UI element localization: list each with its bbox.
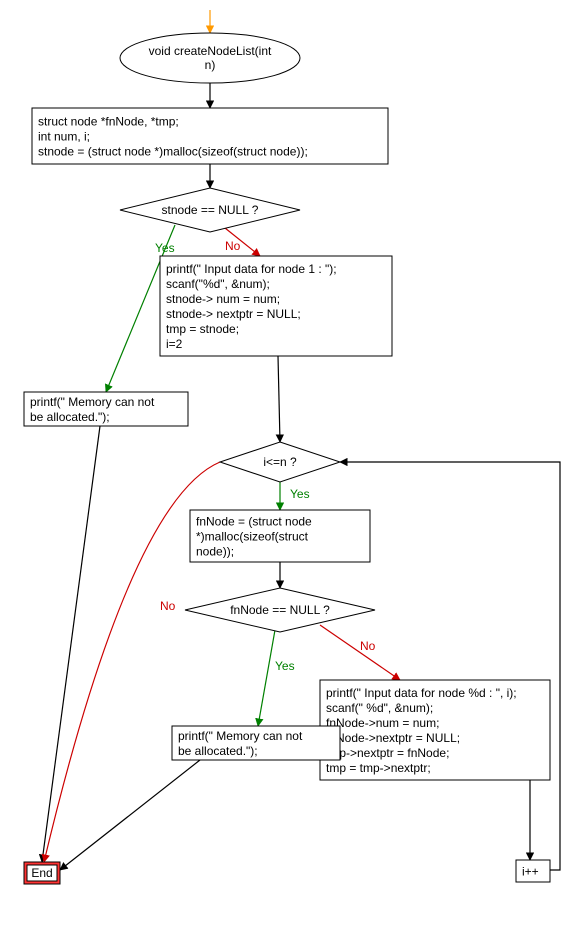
- svg-text:*)malloc(sizeof(struct: *)malloc(sizeof(struct: [196, 530, 309, 544]
- edge-incr-dec2: [340, 462, 560, 870]
- edge-memerr2-end: [60, 760, 200, 870]
- svg-text:int num, i;: int num, i;: [38, 130, 90, 144]
- svg-text:stnode-> num = num;: stnode-> num = num;: [166, 292, 280, 306]
- edge-memerr1-end: [42, 426, 100, 862]
- svg-text:End: End: [31, 866, 52, 880]
- svg-text:fnNode = (struct node: fnNode = (struct node: [196, 515, 312, 529]
- flowchart-canvas: YesNoYesNoYesNo void createNodeList(intn…: [0, 0, 570, 929]
- svg-text:fnNode->nextptr = NULL;: fnNode->nextptr = NULL;: [326, 731, 460, 745]
- edge-dec3-memerr2: [258, 630, 275, 726]
- node-end: End: [24, 862, 60, 884]
- svg-text:struct node *fnNode, *tmp;: struct node *fnNode, *tmp;: [38, 115, 179, 129]
- node-decl: struct node *fnNode, *tmp;int num, i;stn…: [32, 108, 388, 164]
- edge-label-yes: Yes: [155, 241, 175, 255]
- node-memerr1: printf(" Memory can notbe allocated.");: [24, 392, 188, 426]
- edge-label-yes: Yes: [290, 487, 310, 501]
- svg-text:node));: node));: [196, 545, 234, 559]
- svg-text:printf(" Input data for node %: printf(" Input data for node %d : ", i);: [326, 686, 517, 700]
- svg-text:tmp = tmp->nextptr;: tmp = tmp->nextptr;: [326, 761, 431, 775]
- svg-text:i++: i++: [522, 865, 539, 879]
- edge-noblock1-dec2: [278, 356, 280, 442]
- svg-text:i=2: i=2: [166, 337, 183, 351]
- node-noblock1: printf(" Input data for node 1 : ");scan…: [160, 256, 392, 356]
- node-memerr2: printf(" Memory can notbe allocated.");: [172, 726, 340, 760]
- node-dec1: stnode == NULL ?: [120, 188, 300, 232]
- svg-text:printf(" Memory can not: printf(" Memory can not: [178, 729, 303, 743]
- edge-label-no: No: [160, 599, 176, 613]
- svg-text:be allocated.");: be allocated.");: [178, 744, 258, 758]
- edge-label-yes: Yes: [275, 659, 295, 673]
- svg-text:stnode-> nextptr = NULL;: stnode-> nextptr = NULL;: [166, 307, 301, 321]
- svg-text:stnode == NULL ?: stnode == NULL ?: [162, 203, 259, 217]
- svg-text:scanf("%d", &num);: scanf("%d", &num);: [166, 277, 270, 291]
- edge-label-no: No: [360, 639, 376, 653]
- node-incr: i++: [516, 860, 550, 882]
- node-dec3: fnNode == NULL ?: [185, 588, 375, 632]
- node-start: void createNodeList(intn): [120, 33, 300, 83]
- svg-text:fnNode->num = num;: fnNode->num = num;: [326, 716, 439, 730]
- svg-text:n): n): [205, 58, 216, 72]
- svg-text:void createNodeList(int: void createNodeList(int: [149, 44, 272, 58]
- svg-text:printf(" Memory can not: printf(" Memory can not: [30, 395, 155, 409]
- svg-text:be allocated.");: be allocated.");: [30, 410, 110, 424]
- node-alloc2: fnNode = (struct node*)malloc(sizeof(str…: [190, 510, 370, 562]
- svg-text:tmp = stnode;: tmp = stnode;: [166, 322, 239, 336]
- svg-text:tmp->nextptr = fnNode;: tmp->nextptr = fnNode;: [326, 746, 449, 760]
- svg-text:printf(" Input data for node 1: printf(" Input data for node 1 : ");: [166, 262, 337, 276]
- svg-text:stnode = (struct node *)malloc: stnode = (struct node *)malloc(sizeof(st…: [38, 145, 308, 159]
- edge-label-no: No: [225, 239, 241, 253]
- svg-text:scanf(" %d", &num);: scanf(" %d", &num);: [326, 701, 433, 715]
- svg-text:i<=n ?: i<=n ?: [263, 455, 297, 469]
- node-dec2: i<=n ?: [220, 442, 340, 482]
- node-noblock2: printf(" Input data for node %d : ", i);…: [320, 680, 550, 780]
- svg-text:fnNode == NULL ?: fnNode == NULL ?: [230, 603, 330, 617]
